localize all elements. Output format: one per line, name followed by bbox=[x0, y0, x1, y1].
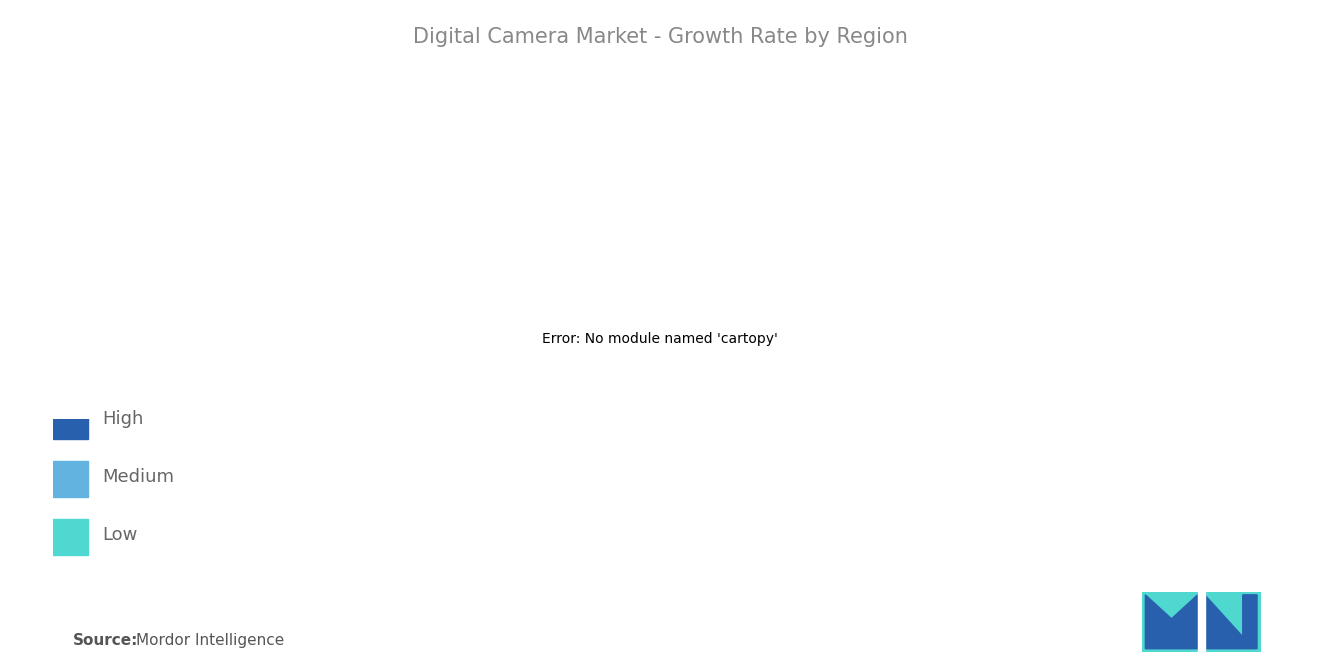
Polygon shape bbox=[1205, 595, 1257, 649]
Bar bbox=[53, 402, 88, 439]
Polygon shape bbox=[1146, 595, 1197, 649]
Bar bbox=[1197, 592, 1205, 652]
Bar bbox=[53, 460, 88, 497]
Text: Mordor Intelligence: Mordor Intelligence bbox=[136, 633, 284, 648]
Text: Source:: Source: bbox=[73, 633, 139, 648]
Text: Low: Low bbox=[103, 526, 137, 545]
Bar bbox=[53, 519, 88, 555]
Text: Digital Camera Market - Growth Rate by Region: Digital Camera Market - Growth Rate by R… bbox=[413, 27, 907, 47]
Text: High: High bbox=[103, 410, 144, 428]
Text: Error: No module named 'cartopy': Error: No module named 'cartopy' bbox=[543, 332, 777, 346]
Text: Medium: Medium bbox=[103, 468, 174, 486]
